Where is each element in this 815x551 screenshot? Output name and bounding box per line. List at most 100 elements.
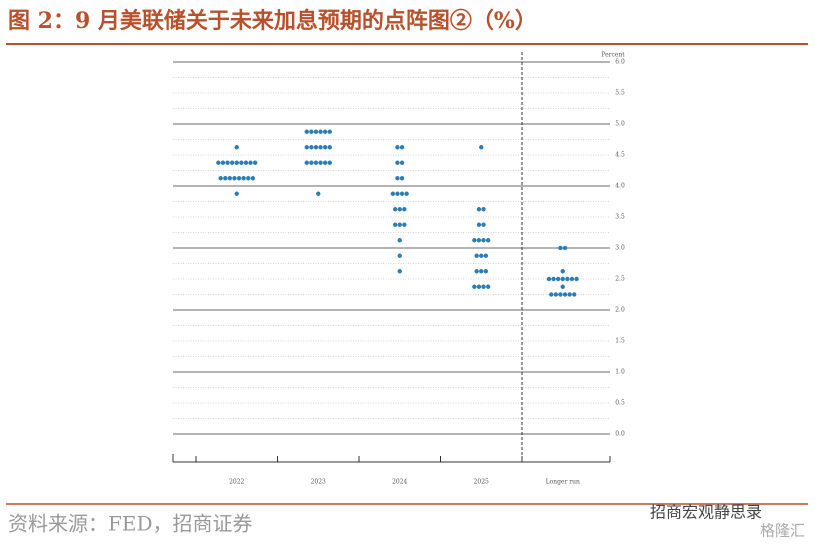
y-tick-label: 2.0 xyxy=(615,307,625,314)
dot xyxy=(479,145,484,150)
chart-title: 图 2：9 月美联储关于未来加息预期的点阵图②（%） xyxy=(8,8,537,34)
dot xyxy=(322,145,328,150)
dot xyxy=(553,292,559,297)
dot xyxy=(327,145,332,150)
dot xyxy=(569,276,575,282)
dot xyxy=(246,176,251,181)
dot xyxy=(567,292,572,297)
y-tick-label: 3.5 xyxy=(615,214,625,221)
dot xyxy=(239,160,244,165)
dot xyxy=(397,253,402,258)
dot xyxy=(227,176,233,181)
dot xyxy=(322,129,328,134)
dot xyxy=(485,238,491,243)
dot xyxy=(243,160,249,165)
dot xyxy=(318,160,323,165)
dot xyxy=(549,292,554,297)
dot xyxy=(485,284,491,289)
dot xyxy=(560,284,565,289)
dot xyxy=(395,145,400,150)
dot xyxy=(223,176,228,181)
dot xyxy=(402,222,407,227)
dot xyxy=(313,129,319,134)
dot xyxy=(481,207,486,212)
dot xyxy=(397,238,402,243)
dot xyxy=(479,253,484,258)
dot xyxy=(390,191,396,196)
dot xyxy=(562,245,568,251)
dot xyxy=(318,145,323,150)
dot xyxy=(313,160,319,165)
dot xyxy=(397,222,402,227)
dot xyxy=(402,207,407,212)
dot xyxy=(327,160,332,165)
y-tick-label: 6.0 xyxy=(615,59,625,66)
dot xyxy=(309,145,314,150)
dot xyxy=(476,222,482,227)
dot xyxy=(399,160,405,165)
x-tick-label: Longer run xyxy=(546,479,580,486)
dot xyxy=(560,276,565,282)
dot xyxy=(309,129,314,134)
dot xyxy=(558,292,563,297)
dot xyxy=(483,253,489,258)
dot xyxy=(476,207,482,212)
dot xyxy=(234,191,239,196)
dot xyxy=(481,238,486,243)
y-tick-label: 1.0 xyxy=(615,369,625,376)
dot xyxy=(225,160,230,165)
x-tick-label: 2025 xyxy=(474,479,489,486)
dot xyxy=(397,269,402,274)
x-tick-label: 2023 xyxy=(311,479,326,486)
dot xyxy=(248,160,253,165)
dot xyxy=(327,129,332,134)
y-tick-label: 5.0 xyxy=(615,121,625,128)
dot xyxy=(250,176,256,181)
dot xyxy=(218,176,223,181)
dot xyxy=(565,276,570,282)
dot xyxy=(252,160,258,165)
y-tick-label: 5.5 xyxy=(615,90,625,97)
dot xyxy=(395,160,400,165)
source: 资料来源：FED，招商证券 xyxy=(8,512,253,536)
dot xyxy=(220,160,226,165)
y-tick-label: 2.5 xyxy=(615,276,625,283)
dot xyxy=(472,238,477,243)
x-tick-label: 2022 xyxy=(229,479,244,486)
dot xyxy=(472,284,477,289)
dot xyxy=(474,253,479,258)
dot xyxy=(476,284,482,289)
watermark-2: 格隆汇 xyxy=(760,522,805,540)
y-tick-label: 4.5 xyxy=(615,152,625,159)
dot xyxy=(572,292,577,297)
y-tick-label: 4.0 xyxy=(615,183,625,190)
dot xyxy=(316,191,321,196)
dot xyxy=(309,160,314,165)
dot xyxy=(404,191,409,196)
dot xyxy=(236,176,242,181)
y-tick-label: 3.0 xyxy=(615,245,625,252)
dot xyxy=(234,145,239,150)
y-axis-label: Percent xyxy=(601,52,625,59)
dot xyxy=(313,145,319,150)
watermark: 招商宏观静思录 xyxy=(650,503,762,522)
dot xyxy=(558,245,563,251)
dot xyxy=(234,160,239,165)
dot xyxy=(476,238,482,243)
dot xyxy=(474,269,479,274)
dot xyxy=(481,284,486,289)
dot xyxy=(216,160,221,165)
dot xyxy=(304,160,309,165)
dot xyxy=(395,191,400,196)
dot xyxy=(481,222,486,227)
dot xyxy=(555,276,561,282)
dot xyxy=(551,276,556,282)
dot xyxy=(232,176,237,181)
dot xyxy=(304,145,309,150)
dot xyxy=(392,222,398,227)
dot xyxy=(562,292,568,297)
dot xyxy=(483,269,489,274)
y-tick-label: 1.5 xyxy=(615,338,625,345)
dot xyxy=(229,160,235,165)
